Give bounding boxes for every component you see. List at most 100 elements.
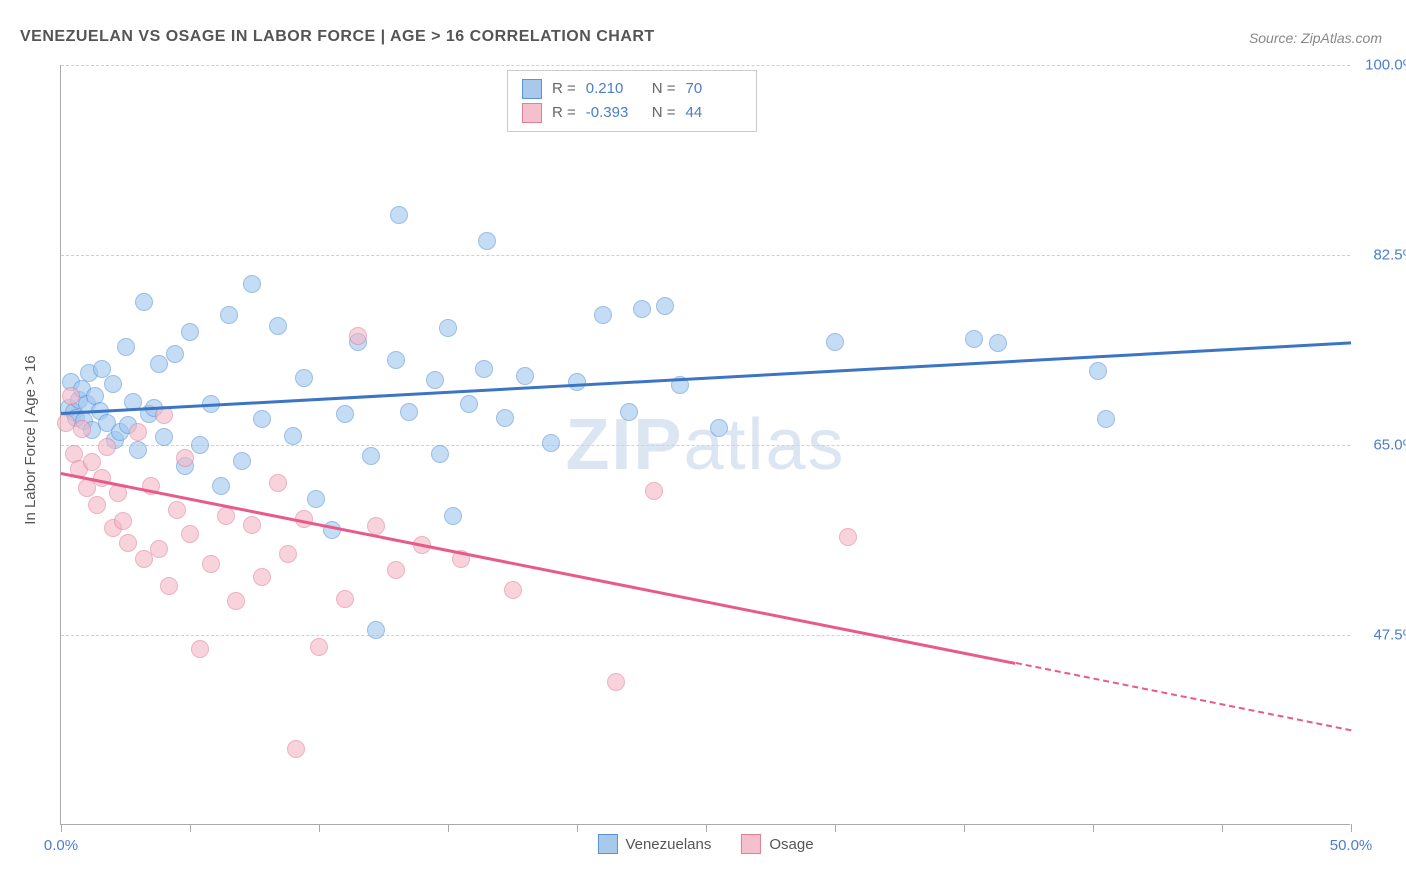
legend: Venezuelans Osage xyxy=(597,834,813,854)
scatter-point xyxy=(243,516,261,534)
stats-row-series2: R = -0.393 N = 44 xyxy=(522,101,742,125)
scatter-point xyxy=(307,490,325,508)
x-tick xyxy=(835,824,836,832)
scatter-point xyxy=(220,306,238,324)
legend-label: Venezuelans xyxy=(625,836,711,853)
scatter-point xyxy=(1089,362,1107,380)
scatter-point xyxy=(78,479,96,497)
swatch-icon xyxy=(522,79,542,99)
scatter-point xyxy=(253,568,271,586)
stat-value-n2: 44 xyxy=(686,101,742,125)
scatter-point xyxy=(645,482,663,500)
scatter-point xyxy=(710,419,728,437)
scatter-point xyxy=(362,447,380,465)
stat-label-r: R = xyxy=(552,77,576,101)
scatter-point xyxy=(1097,410,1115,428)
scatter-point xyxy=(129,423,147,441)
stat-label-r: R = xyxy=(552,101,576,125)
scatter-point xyxy=(478,232,496,250)
swatch-icon xyxy=(741,834,761,854)
scatter-point xyxy=(243,275,261,293)
x-tick xyxy=(577,824,578,832)
legend-label: Osage xyxy=(769,836,813,853)
scatter-point xyxy=(496,409,514,427)
gridline xyxy=(61,635,1350,636)
scatter-point xyxy=(191,436,209,454)
scatter-point xyxy=(287,740,305,758)
scatter-point xyxy=(426,371,444,389)
scatter-point xyxy=(989,334,1007,352)
scatter-point xyxy=(155,428,173,446)
scatter-point xyxy=(607,673,625,691)
scatter-point xyxy=(387,351,405,369)
plot-area: ZIPatlas R = 0.210 N = 70 R = -0.393 N =… xyxy=(60,65,1350,825)
scatter-point xyxy=(114,512,132,530)
scatter-point xyxy=(568,373,586,391)
scatter-point xyxy=(475,360,493,378)
source-attribution: Source: ZipAtlas.com xyxy=(1249,30,1382,46)
scatter-point xyxy=(202,555,220,573)
x-tick xyxy=(61,824,62,832)
scatter-point xyxy=(516,367,534,385)
scatter-point xyxy=(129,441,147,459)
swatch-icon xyxy=(522,103,542,123)
scatter-point xyxy=(620,403,638,421)
scatter-point xyxy=(104,375,122,393)
stats-box: R = 0.210 N = 70 R = -0.393 N = 44 xyxy=(507,70,757,132)
scatter-point xyxy=(431,445,449,463)
scatter-point xyxy=(269,317,287,335)
scatter-point xyxy=(295,369,313,387)
chart-container: VENEZUELAN VS OSAGE IN LABOR FORCE | AGE… xyxy=(0,0,1406,892)
scatter-point xyxy=(965,330,983,348)
scatter-point xyxy=(279,545,297,563)
chart-title: VENEZUELAN VS OSAGE IN LABOR FORCE | AGE… xyxy=(20,28,655,46)
stat-value-n1: 70 xyxy=(686,77,742,101)
scatter-point xyxy=(176,449,194,467)
scatter-point xyxy=(310,638,328,656)
scatter-point xyxy=(191,640,209,658)
trend-line xyxy=(61,342,1351,416)
scatter-point xyxy=(826,333,844,351)
y-axis-label: In Labor Force | Age > 16 xyxy=(22,355,39,524)
scatter-point xyxy=(460,395,478,413)
y-tick-label: 100.0% xyxy=(1356,57,1406,74)
scatter-point xyxy=(150,540,168,558)
gridline xyxy=(61,65,1350,66)
scatter-point xyxy=(88,496,106,514)
x-tick-label: 50.0% xyxy=(1330,837,1373,854)
y-tick-label: 47.5% xyxy=(1356,627,1406,644)
scatter-point xyxy=(98,438,116,456)
legend-item-series1: Venezuelans xyxy=(597,834,711,854)
scatter-point xyxy=(367,621,385,639)
stat-value-r1: 0.210 xyxy=(586,77,642,101)
scatter-point xyxy=(160,577,178,595)
gridline xyxy=(61,445,1350,446)
scatter-point xyxy=(117,338,135,356)
scatter-point xyxy=(233,452,251,470)
stat-label-n: N = xyxy=(652,77,676,101)
x-tick xyxy=(1351,824,1352,832)
scatter-point xyxy=(119,534,137,552)
scatter-point xyxy=(349,327,367,345)
gridline xyxy=(61,255,1350,256)
legend-item-series2: Osage xyxy=(741,834,813,854)
scatter-point xyxy=(166,345,184,363)
scatter-point xyxy=(656,297,674,315)
scatter-point xyxy=(594,306,612,324)
x-tick xyxy=(964,824,965,832)
swatch-icon xyxy=(597,834,617,854)
scatter-point xyxy=(284,427,302,445)
x-tick-label: 0.0% xyxy=(44,837,78,854)
stats-row-series1: R = 0.210 N = 70 xyxy=(522,77,742,101)
scatter-point xyxy=(168,501,186,519)
stat-label-n: N = xyxy=(652,101,676,125)
y-tick-label: 65.0% xyxy=(1356,437,1406,454)
stat-value-r2: -0.393 xyxy=(586,101,642,125)
scatter-point xyxy=(62,387,80,405)
x-tick xyxy=(1222,824,1223,832)
scatter-point xyxy=(73,420,91,438)
scatter-point xyxy=(181,525,199,543)
trend-line xyxy=(1015,662,1351,731)
scatter-point xyxy=(390,206,408,224)
scatter-point xyxy=(633,300,651,318)
